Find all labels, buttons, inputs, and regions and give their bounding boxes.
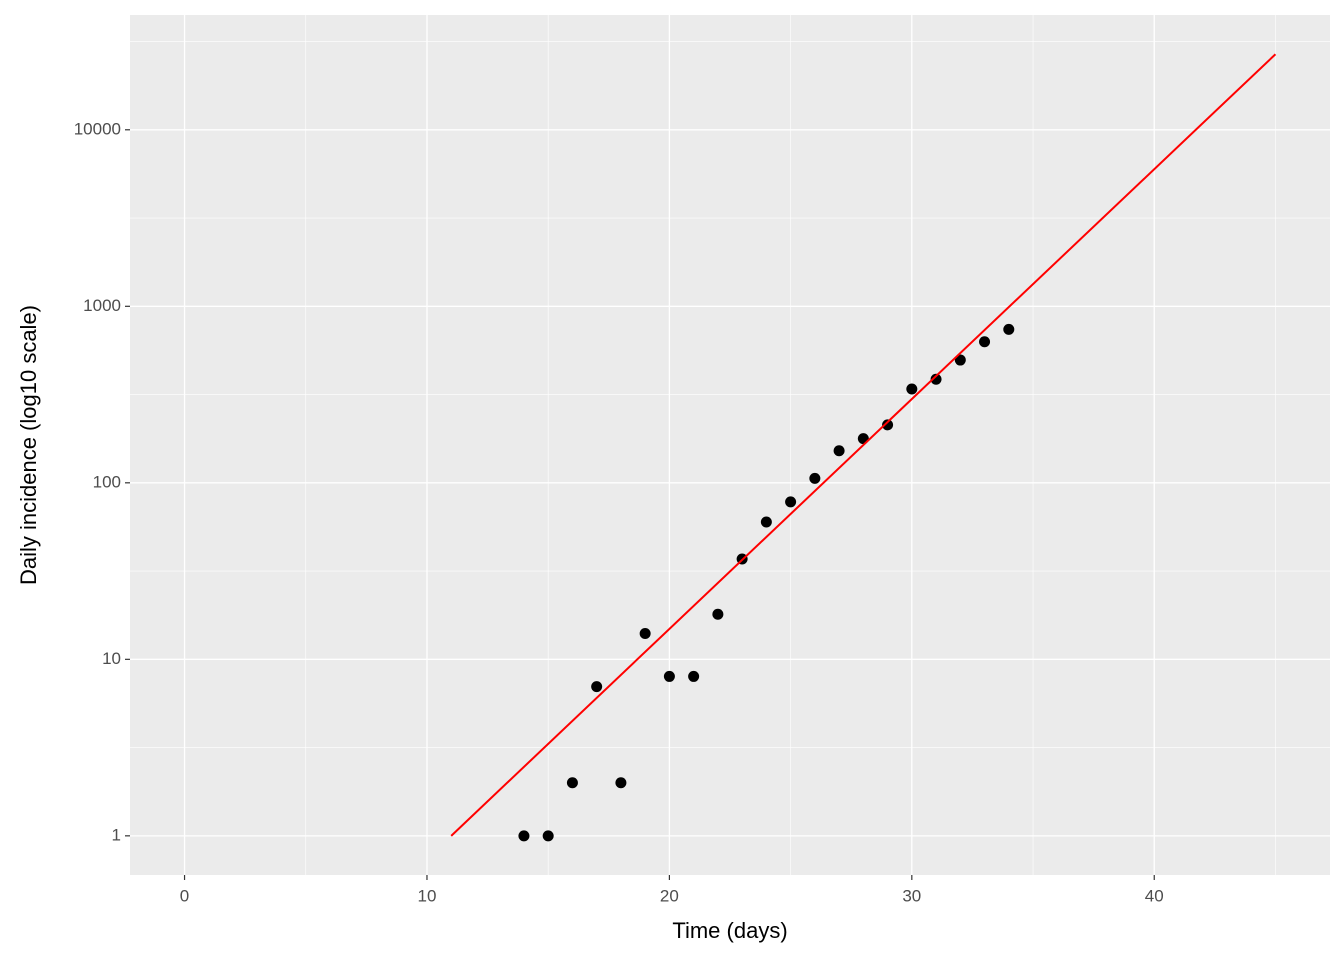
- panel: [130, 15, 1330, 875]
- x-tick-label: 30: [902, 886, 921, 905]
- point: [591, 681, 603, 693]
- point: [712, 608, 724, 620]
- point: [906, 383, 918, 395]
- point: [639, 628, 651, 640]
- point: [1003, 323, 1015, 335]
- x-tick-label: 20: [660, 886, 679, 905]
- point: [518, 830, 530, 842]
- point: [688, 670, 700, 682]
- point: [785, 496, 797, 508]
- point: [954, 354, 966, 366]
- point: [809, 472, 821, 484]
- point: [760, 516, 772, 528]
- x-tick-label: 0: [180, 886, 189, 905]
- y-tick-label: 1000: [83, 296, 121, 315]
- y-tick-label: 1: [112, 825, 121, 844]
- point: [542, 830, 554, 842]
- point: [566, 777, 578, 789]
- y-tick-label: 100: [93, 472, 121, 491]
- x-axis-title: Time (days): [672, 918, 787, 943]
- x-tick-label: 40: [1145, 886, 1164, 905]
- fit-line: [450, 53, 1277, 837]
- point: [615, 777, 627, 789]
- point: [979, 336, 991, 348]
- point: [663, 670, 675, 682]
- point: [930, 373, 942, 385]
- y-tick-label: 10: [102, 649, 121, 668]
- x-tick-label: 10: [418, 886, 437, 905]
- point: [833, 445, 845, 457]
- point: [882, 419, 894, 431]
- y-tick-label: 10000: [74, 119, 121, 138]
- y-axis-title: Daily incidence (log10 scale): [16, 305, 41, 585]
